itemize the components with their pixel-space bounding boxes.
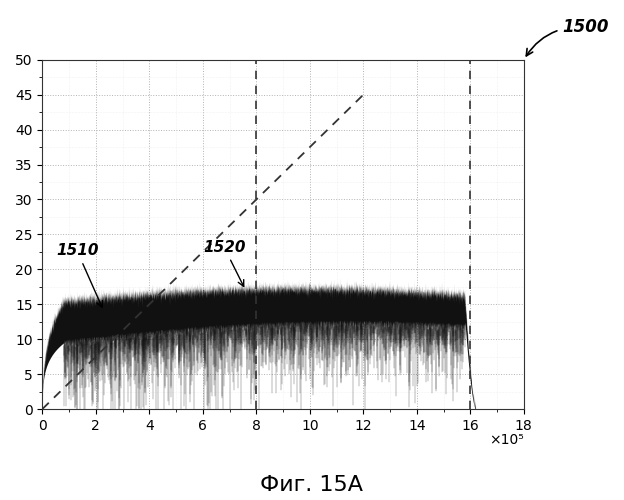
Text: 1510: 1510 — [56, 244, 102, 308]
Text: 1520: 1520 — [203, 240, 245, 286]
Text: Фиг. 15А: Фиг. 15А — [260, 475, 364, 495]
Text: ×10⁵: ×10⁵ — [489, 434, 524, 448]
Text: 1500: 1500 — [526, 18, 609, 56]
